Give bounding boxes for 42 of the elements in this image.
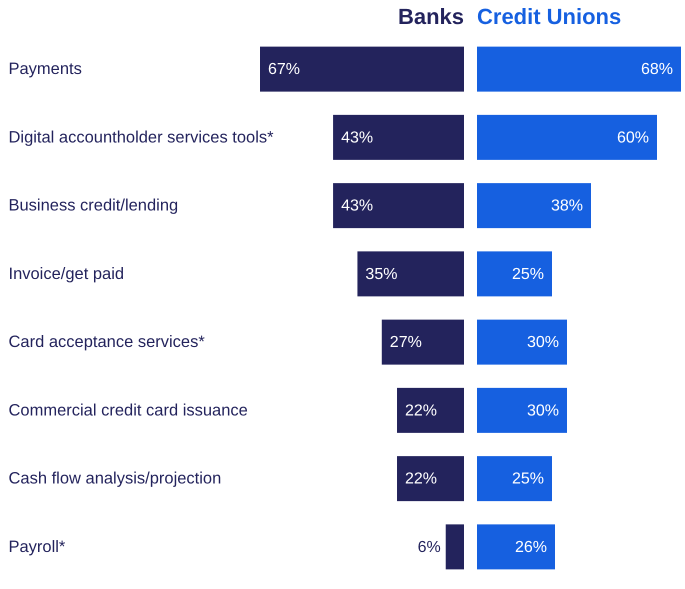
y-tick-label: Payments xyxy=(8,60,82,78)
bar xyxy=(333,114,464,160)
bar xyxy=(446,524,464,570)
bar xyxy=(333,183,464,228)
data-label: 38% xyxy=(550,198,583,215)
bar xyxy=(382,320,464,365)
data-label: 25% xyxy=(512,266,544,283)
data-label: 67% xyxy=(268,61,300,78)
bar xyxy=(477,183,591,228)
bar xyxy=(477,114,657,160)
y-tick-label: Cash flow analysis/projection xyxy=(8,470,222,488)
data-label: 27% xyxy=(390,334,422,352)
bar xyxy=(477,388,567,433)
series-label: Banks xyxy=(398,4,464,29)
series-label: Credit Unions xyxy=(477,4,622,29)
bar xyxy=(477,251,552,296)
bar xyxy=(477,456,552,502)
bar xyxy=(397,456,464,502)
data-label: 43% xyxy=(341,129,374,146)
data-label: 22% xyxy=(405,470,438,488)
data-label: 26% xyxy=(514,538,547,556)
data-label: 60% xyxy=(616,129,649,146)
data-label: 68% xyxy=(640,61,673,78)
bar xyxy=(477,320,567,365)
y-tick-label: Commercial credit card issuance xyxy=(8,401,248,420)
bar xyxy=(260,46,464,92)
bar xyxy=(477,524,555,570)
data-label: 35% xyxy=(365,266,398,283)
data-label: 25% xyxy=(512,470,544,488)
y-tick-label: Card acceptance services* xyxy=(8,333,206,352)
y-tick-label: Business credit/lending xyxy=(8,196,178,215)
y-tick-label: Payroll* xyxy=(8,538,66,556)
y-tick-label: Digital accountholder services tools* xyxy=(8,128,274,146)
y-tick-label: Invoice/get paid xyxy=(8,264,124,283)
data-label: 30% xyxy=(526,334,559,352)
data-label: 30% xyxy=(526,402,559,420)
bar xyxy=(357,251,464,296)
data-label: 43% xyxy=(341,198,374,215)
bar xyxy=(477,46,681,92)
bar xyxy=(397,388,464,433)
data-label: 6% xyxy=(418,538,441,556)
data-label: 22% xyxy=(405,402,438,420)
